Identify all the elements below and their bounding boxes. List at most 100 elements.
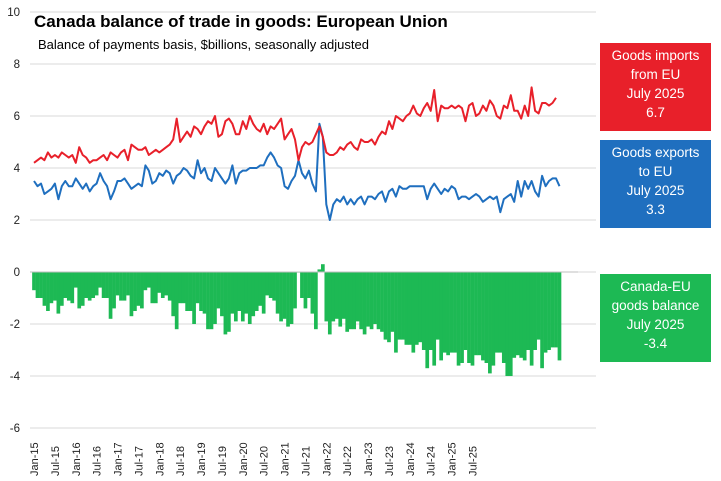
y-tick-label: -4	[10, 371, 21, 383]
balance-bar	[153, 272, 158, 304]
imports-callout-line: from EU	[630, 67, 681, 82]
balance-bar	[456, 272, 461, 366]
balance-bar	[446, 272, 450, 356]
balance-bar	[404, 272, 409, 345]
balance-bar	[484, 272, 489, 363]
imports-callout: Goods imports from EU July 2025 6.7	[600, 43, 711, 131]
balance-bar	[195, 272, 200, 304]
balance-bar	[108, 272, 113, 319]
balance-bar	[171, 272, 176, 317]
balance-bar	[136, 272, 141, 306]
balance-callout: Canada-EU goods balance July 2025 -3.4	[600, 274, 711, 362]
balance-bar	[498, 272, 503, 353]
balance-callout-value: -3.4	[643, 336, 668, 351]
balance-bar	[467, 272, 471, 363]
y-tick-label: 4	[14, 163, 21, 175]
exports-line	[33, 122, 561, 221]
balance-callout-line: July 2025	[626, 317, 685, 332]
balance-bar	[491, 272, 496, 366]
x-tick-label: Jan-23	[363, 442, 375, 476]
y-tick-label: -2	[10, 319, 20, 331]
balance-bar	[174, 272, 179, 330]
balance-bar	[122, 272, 127, 301]
balance-bar	[80, 272, 85, 306]
balance-bar	[418, 272, 423, 343]
balance-bar	[474, 272, 478, 356]
balance-bar	[383, 272, 388, 340]
balance-bar	[70, 272, 75, 304]
x-tick-label: Jul-21	[300, 446, 312, 476]
balance-bar	[84, 272, 89, 298]
balance-bar	[59, 272, 64, 306]
balance-bar	[501, 272, 506, 363]
balance-bar	[261, 272, 266, 314]
x-tick-label: Jan-25	[447, 442, 459, 476]
balance-bar	[439, 272, 444, 361]
balance-bar	[185, 272, 189, 311]
balance-bar	[543, 272, 548, 353]
x-tick-label: Jan-21	[280, 442, 292, 476]
x-tick-label: Jan-24	[405, 442, 417, 476]
balance-bar	[442, 272, 447, 353]
balance-bar	[557, 272, 562, 361]
balance-bar	[550, 272, 555, 348]
balance-bar	[331, 272, 336, 322]
balance-bar	[254, 272, 259, 311]
balance-bar	[140, 272, 144, 309]
balance-bar	[258, 272, 263, 306]
balance-bar	[435, 272, 440, 340]
balance-bar	[101, 272, 106, 298]
balance-bar	[115, 272, 120, 296]
balance-bar	[220, 272, 224, 317]
balance-bar	[470, 272, 475, 366]
balance-bar	[512, 272, 517, 358]
balance-bar	[279, 272, 283, 322]
balance-bar	[463, 272, 468, 350]
balance-bar	[338, 272, 343, 327]
balance-bar	[411, 272, 416, 353]
balance-bar	[167, 272, 172, 301]
balance-bar	[32, 272, 36, 291]
balance-bar	[209, 272, 214, 330]
balance-bar	[387, 272, 391, 343]
balance-bar	[394, 272, 398, 353]
balance-bar	[369, 272, 374, 330]
balance-bar	[307, 272, 311, 298]
balance-bar	[508, 272, 513, 376]
imports-callout-line: July 2025	[626, 86, 685, 101]
balance-bar	[126, 272, 130, 296]
balance-bar	[359, 272, 363, 330]
balance-bar	[39, 272, 43, 298]
balance-bar	[522, 272, 527, 361]
exports-callout-line: Goods exports	[611, 145, 700, 160]
x-tick-label: Jul-17	[133, 446, 145, 476]
exports-callout-value: 3.3	[646, 202, 665, 217]
imports-line	[33, 86, 557, 164]
y-tick-label: -6	[10, 423, 20, 435]
balance-bar	[129, 272, 134, 317]
balance-bar	[362, 272, 367, 335]
balance-bar	[547, 272, 551, 350]
balance-bar	[310, 272, 315, 314]
balance-bar	[327, 272, 332, 335]
balance-bar	[317, 269, 322, 272]
balance-bar	[352, 272, 357, 330]
balance-bar	[341, 272, 346, 319]
balance-bar	[526, 272, 531, 350]
balance-bar	[428, 272, 433, 350]
balance-callout-line: goods balance	[611, 298, 700, 313]
x-tick-label: Jul-15	[50, 446, 62, 476]
balance-bar	[91, 272, 96, 298]
x-tick-label: Jan-16	[71, 442, 83, 476]
exports-callout: Goods exports to EU July 2025 3.3	[600, 140, 711, 228]
balance-bar	[42, 272, 47, 306]
balance-bar	[449, 272, 454, 353]
balance-bar	[98, 272, 102, 288]
balance-bar	[355, 272, 360, 322]
balance-bar	[202, 272, 207, 314]
balance-bar	[181, 272, 186, 304]
balance-bar	[488, 272, 492, 374]
balance-bar	[477, 272, 482, 356]
balance-bar	[529, 272, 534, 366]
